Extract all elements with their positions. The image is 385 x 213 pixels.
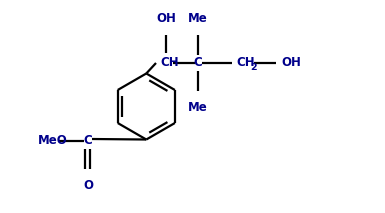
Text: C: C <box>84 134 92 147</box>
Text: CH: CH <box>236 56 254 69</box>
Text: C: C <box>194 56 203 69</box>
Text: Me: Me <box>188 12 208 25</box>
Text: OH: OH <box>157 12 176 25</box>
Text: OH: OH <box>281 56 301 69</box>
Text: Me: Me <box>188 101 208 114</box>
Text: O: O <box>83 179 93 192</box>
Text: CH: CH <box>160 56 179 69</box>
Text: MeO: MeO <box>38 134 68 147</box>
Text: 2: 2 <box>251 63 257 72</box>
